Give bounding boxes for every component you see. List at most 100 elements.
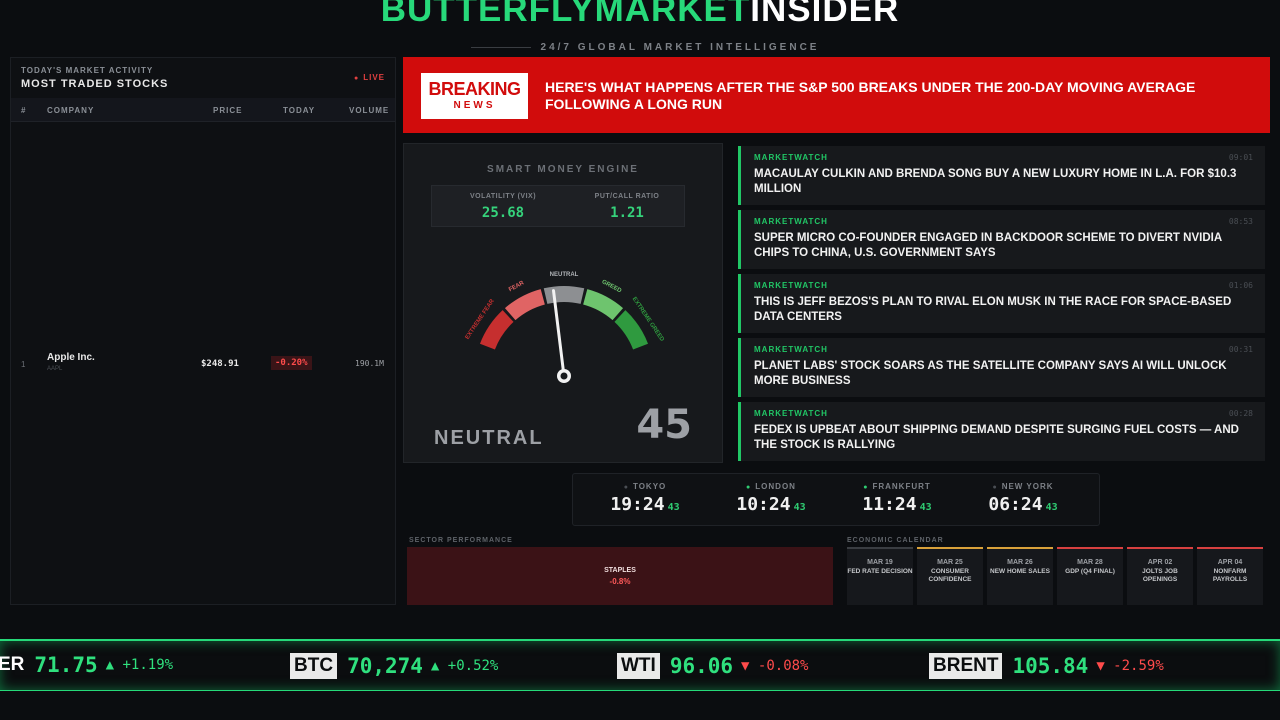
clock-city: FRANKFURT xyxy=(837,482,957,491)
news-headline[interactable]: SUPER MICRO CO-FOUNDER ENGAGED IN BACKDO… xyxy=(754,232,1222,259)
ticker-symbol: WTI xyxy=(617,653,660,679)
event-name: FED RATE DECISION xyxy=(847,568,913,575)
event-date: MAR 19 xyxy=(867,559,893,566)
clock-time: 19:24 xyxy=(610,494,665,515)
ticker-item[interactable]: BRENT 105.84 ▼ -2.59% xyxy=(929,653,1164,681)
clock-city: LONDON xyxy=(711,482,831,491)
col-today[interactable]: TODAY xyxy=(283,106,316,115)
gauge-zone-extreme-fear xyxy=(479,310,514,350)
news-item[interactable]: MARKETWATCH 08:53 SUPER MICRO CO-FOUNDER… xyxy=(738,210,1265,269)
row-rank: 1 xyxy=(21,360,26,369)
event-name: NONFARM PAYROLLS xyxy=(1212,568,1248,583)
news-item[interactable]: MARKETWATCH 09:01 MACAULAY CULKIN AND BR… xyxy=(738,146,1265,205)
sentiment-score: 45 xyxy=(636,402,692,448)
most-traded-panel: TODAY'S MARKET ACTIVITY MOST TRADED STOC… xyxy=(10,57,396,605)
breaking-news-badge: BREAKING NEWS xyxy=(421,73,528,119)
clock-seconds: 43 xyxy=(1045,502,1058,513)
news-headline[interactable]: FEDEX IS UPBEAT ABOUT SHIPPING DEMAND DE… xyxy=(754,424,1239,451)
news-source: MARKETWATCH xyxy=(754,153,828,162)
calendar-event[interactable]: MAR 19 FED RATE DECISION xyxy=(847,547,913,605)
news-source: MARKETWATCH xyxy=(754,281,828,290)
news-headline[interactable]: MACAULAY CULKIN AND BRENDA SONG BUY A NE… xyxy=(754,168,1237,195)
news-headline[interactable]: PLANET LABS' STOCK SOARS AS THE SATELLIT… xyxy=(754,360,1227,387)
ticker-change: ▼ -2.59% xyxy=(1096,658,1164,674)
gauge-zone-neutral xyxy=(543,286,585,304)
event-date: MAR 25 xyxy=(937,559,963,566)
ticker-symbol: BTC xyxy=(290,653,338,679)
calendar-event[interactable]: MAR 28 GDP (Q4 FINAL) xyxy=(1057,547,1123,605)
news-source: MARKETWATCH xyxy=(754,345,828,354)
vix-value: 25.68 xyxy=(481,205,525,221)
news-item[interactable]: MARKETWATCH 01:06 THIS IS JEFF BEZOS'S P… xyxy=(738,274,1265,333)
event-date: APR 04 xyxy=(1217,559,1243,566)
event-date: APR 02 xyxy=(1147,559,1173,566)
pcr-value: 1.21 xyxy=(610,205,644,221)
sector-tile[interactable]: STAPLES -0.8% xyxy=(407,547,833,605)
gauge-zone-fear xyxy=(504,289,546,321)
ticker-price: 105.84 xyxy=(1012,654,1089,678)
news-source: MARKETWATCH xyxy=(754,217,828,226)
news-time: 00:28 xyxy=(1228,409,1253,418)
clock-seconds: 43 xyxy=(793,502,806,513)
news-time: 08:53 xyxy=(1228,217,1253,226)
news-item[interactable]: MARKETWATCH 00:28 FEDEX IS UPBEAT ABOUT … xyxy=(738,402,1265,461)
news-item[interactable]: MARKETWATCH 00:31 PLANET LABS' STOCK SOA… xyxy=(738,338,1265,397)
calendar-event[interactable]: APR 02 JOLTS JOB OPENINGS xyxy=(1127,547,1193,605)
gauge-zone-label: NEUTRAL xyxy=(550,272,579,278)
calendar-event[interactable]: MAR 25 CONSUMER CONFIDENCE xyxy=(917,547,983,605)
panel-subtitle: TODAY'S MARKET ACTIVITY xyxy=(21,66,154,75)
ticker-item[interactable]: ER 71.75 ▲ +1.19% xyxy=(0,653,173,681)
gauge-zone-greed xyxy=(582,289,624,321)
sentiment-label: NEUTRAL xyxy=(434,427,544,449)
news-time: 09:01 xyxy=(1228,153,1253,162)
ticker-change: ▼ -0.08% xyxy=(741,658,809,674)
table-row[interactable]: 1 Apple Inc. AAPL $248.91 -0.20% 190.1M xyxy=(11,346,395,382)
pcr-label: PUT/CALL RATIO xyxy=(594,193,660,200)
clock-seconds: 43 xyxy=(667,502,680,513)
table-header: # COMPANY PRICE TODAY VOLUME xyxy=(11,98,395,122)
row-price: $248.91 xyxy=(201,359,239,369)
ticker-item[interactable]: BTC 70,274 ▲ +0.52% xyxy=(290,653,498,681)
news-headline[interactable]: THIS IS JEFF BEZOS'S PLAN TO RIVAL ELON … xyxy=(754,296,1232,323)
breaking-headline[interactable]: HERE'S WHAT HAPPENS AFTER THE S&P 500 BR… xyxy=(545,79,1196,112)
ticker-symbol: ER xyxy=(0,654,25,675)
ticker-symbol: BRENT xyxy=(929,653,1003,679)
event-date: MAR 26 xyxy=(1007,559,1033,566)
ticker-change: ▲ +0.52% xyxy=(430,658,499,674)
ticker-price: 96.06 xyxy=(669,654,734,678)
row-ticker: AAPL xyxy=(47,366,63,372)
clock-time: 11:24 xyxy=(862,494,917,515)
ticker-change: ▲ +1.19% xyxy=(105,657,174,673)
calendar-event[interactable]: MAR 26 NEW HOME SALES xyxy=(987,547,1053,605)
col-company[interactable]: COMPANY xyxy=(47,106,95,115)
gauge-zone-label: FEAR xyxy=(508,280,526,293)
smart-money-engine: SMART MONEY ENGINE VOLATILITY (VIX) 25.6… xyxy=(403,143,723,463)
ticker-item[interactable]: WTI 96.06 ▼ -0.08% xyxy=(617,653,808,681)
clock-time: 10:24 xyxy=(736,494,791,515)
badge-breaking: BREAKING xyxy=(428,79,521,99)
engine-metrics: VOLATILITY (VIX) 25.68 PUT/CALL RATIO 1.… xyxy=(431,185,685,227)
col-price[interactable]: PRICE xyxy=(213,106,243,115)
brand-white-text: INSIDER xyxy=(750,0,900,29)
ticker-price: 71.75 xyxy=(34,653,98,677)
event-date: MAR 28 xyxy=(1077,559,1103,566)
gauge-zone-extreme-greed xyxy=(614,310,649,350)
clock-seconds: 43 xyxy=(919,502,932,513)
engine-title: SMART MONEY ENGINE xyxy=(487,164,639,175)
event-name: NEW HOME SALES xyxy=(990,568,1050,575)
ticker-price: 70,274 xyxy=(347,654,423,678)
event-name: GDP (Q4 FINAL) xyxy=(1065,568,1115,575)
price-ticker: ER 71.75 ▲ +1.19% BTC 70,274 ▲ +0.52% WTI 96.… xyxy=(0,639,1280,691)
breaking-news-banner[interactable]: BREAKING NEWS HERE'S WHAT HAPPENS AFTER … xyxy=(403,57,1270,133)
calendar-event[interactable]: APR 04 NONFARM PAYROLLS xyxy=(1197,547,1263,605)
event-name: CONSUMER CONFIDENCE xyxy=(928,568,972,583)
col-volume[interactable]: VOLUME xyxy=(349,106,390,115)
gauge-zone-label: GREED xyxy=(601,279,623,295)
col-rank[interactable]: # xyxy=(21,106,27,115)
economic-calendar-label: ECONOMIC CALENDAR xyxy=(847,537,944,544)
clock-city: TOKYO xyxy=(585,482,705,491)
